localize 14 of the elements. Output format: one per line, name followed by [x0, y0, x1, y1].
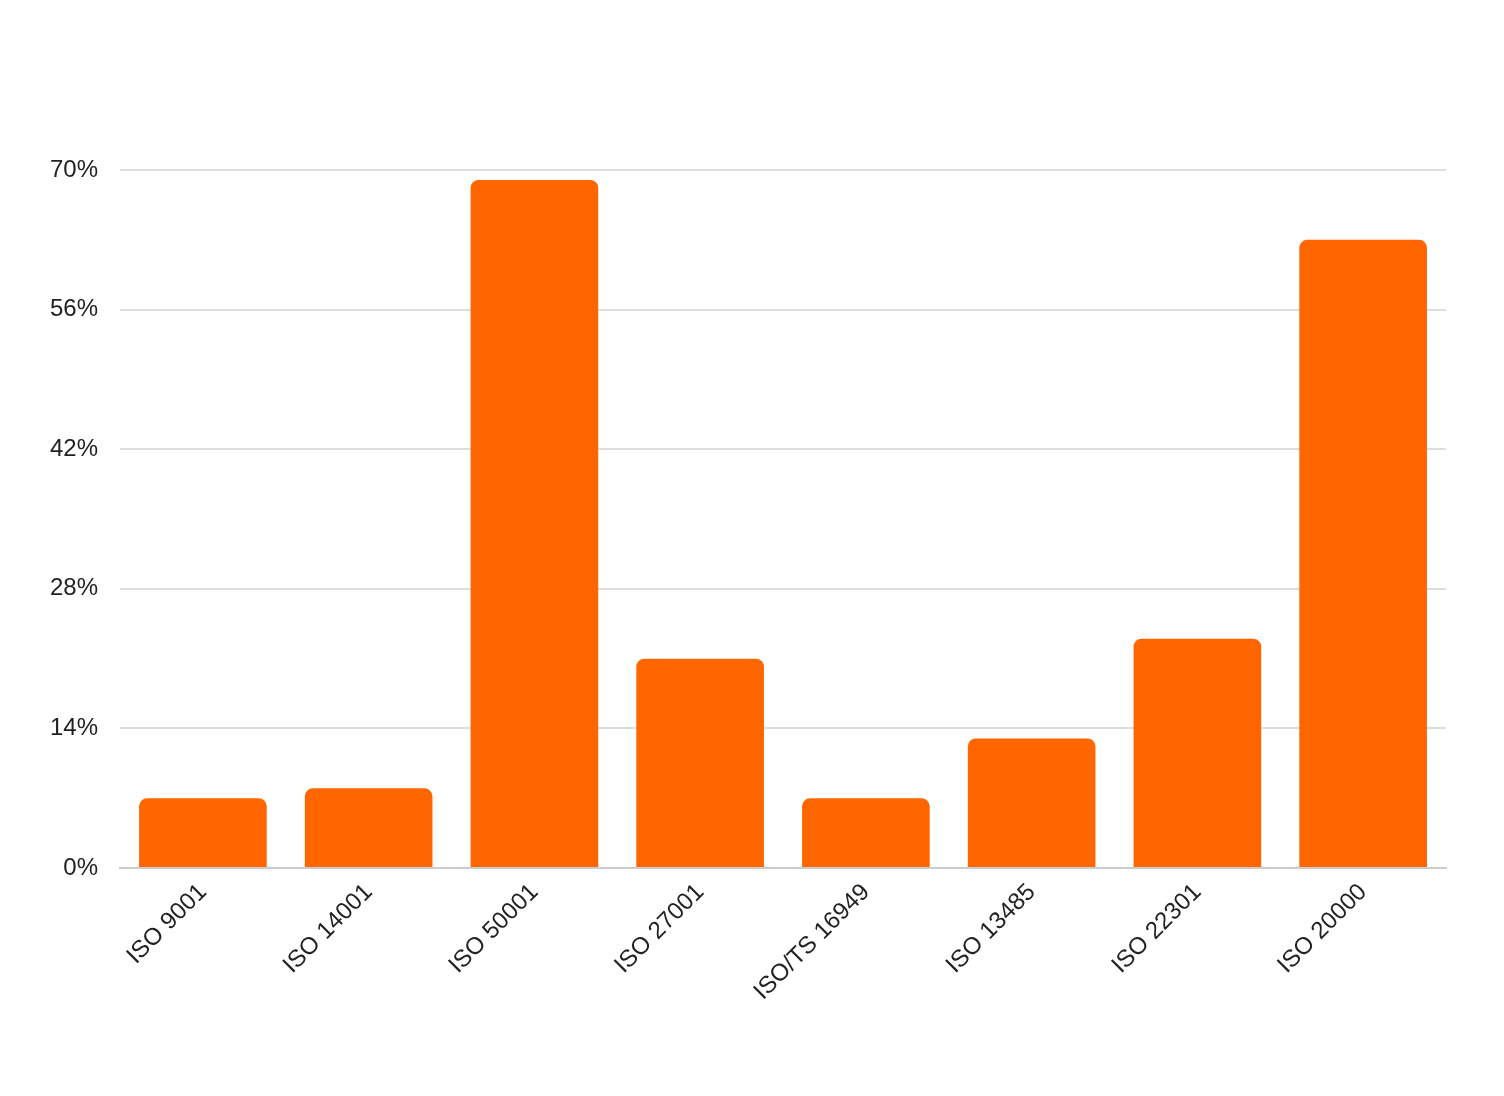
bar [1299, 239, 1427, 868]
bar [470, 179, 599, 868]
y-tick-label: 70% [49, 154, 99, 182]
bar [802, 798, 930, 868]
y-tick-label: 0% [63, 852, 99, 880]
y-tick-label: 42% [49, 433, 99, 461]
bar [636, 658, 764, 868]
bar [304, 788, 433, 868]
y-tick-label: 14% [49, 713, 99, 741]
bar [1133, 638, 1262, 868]
bar [967, 738, 1096, 868]
y-tick-label: 56% [49, 294, 99, 322]
y-tick-label: 28% [49, 573, 99, 601]
bar [139, 798, 267, 868]
